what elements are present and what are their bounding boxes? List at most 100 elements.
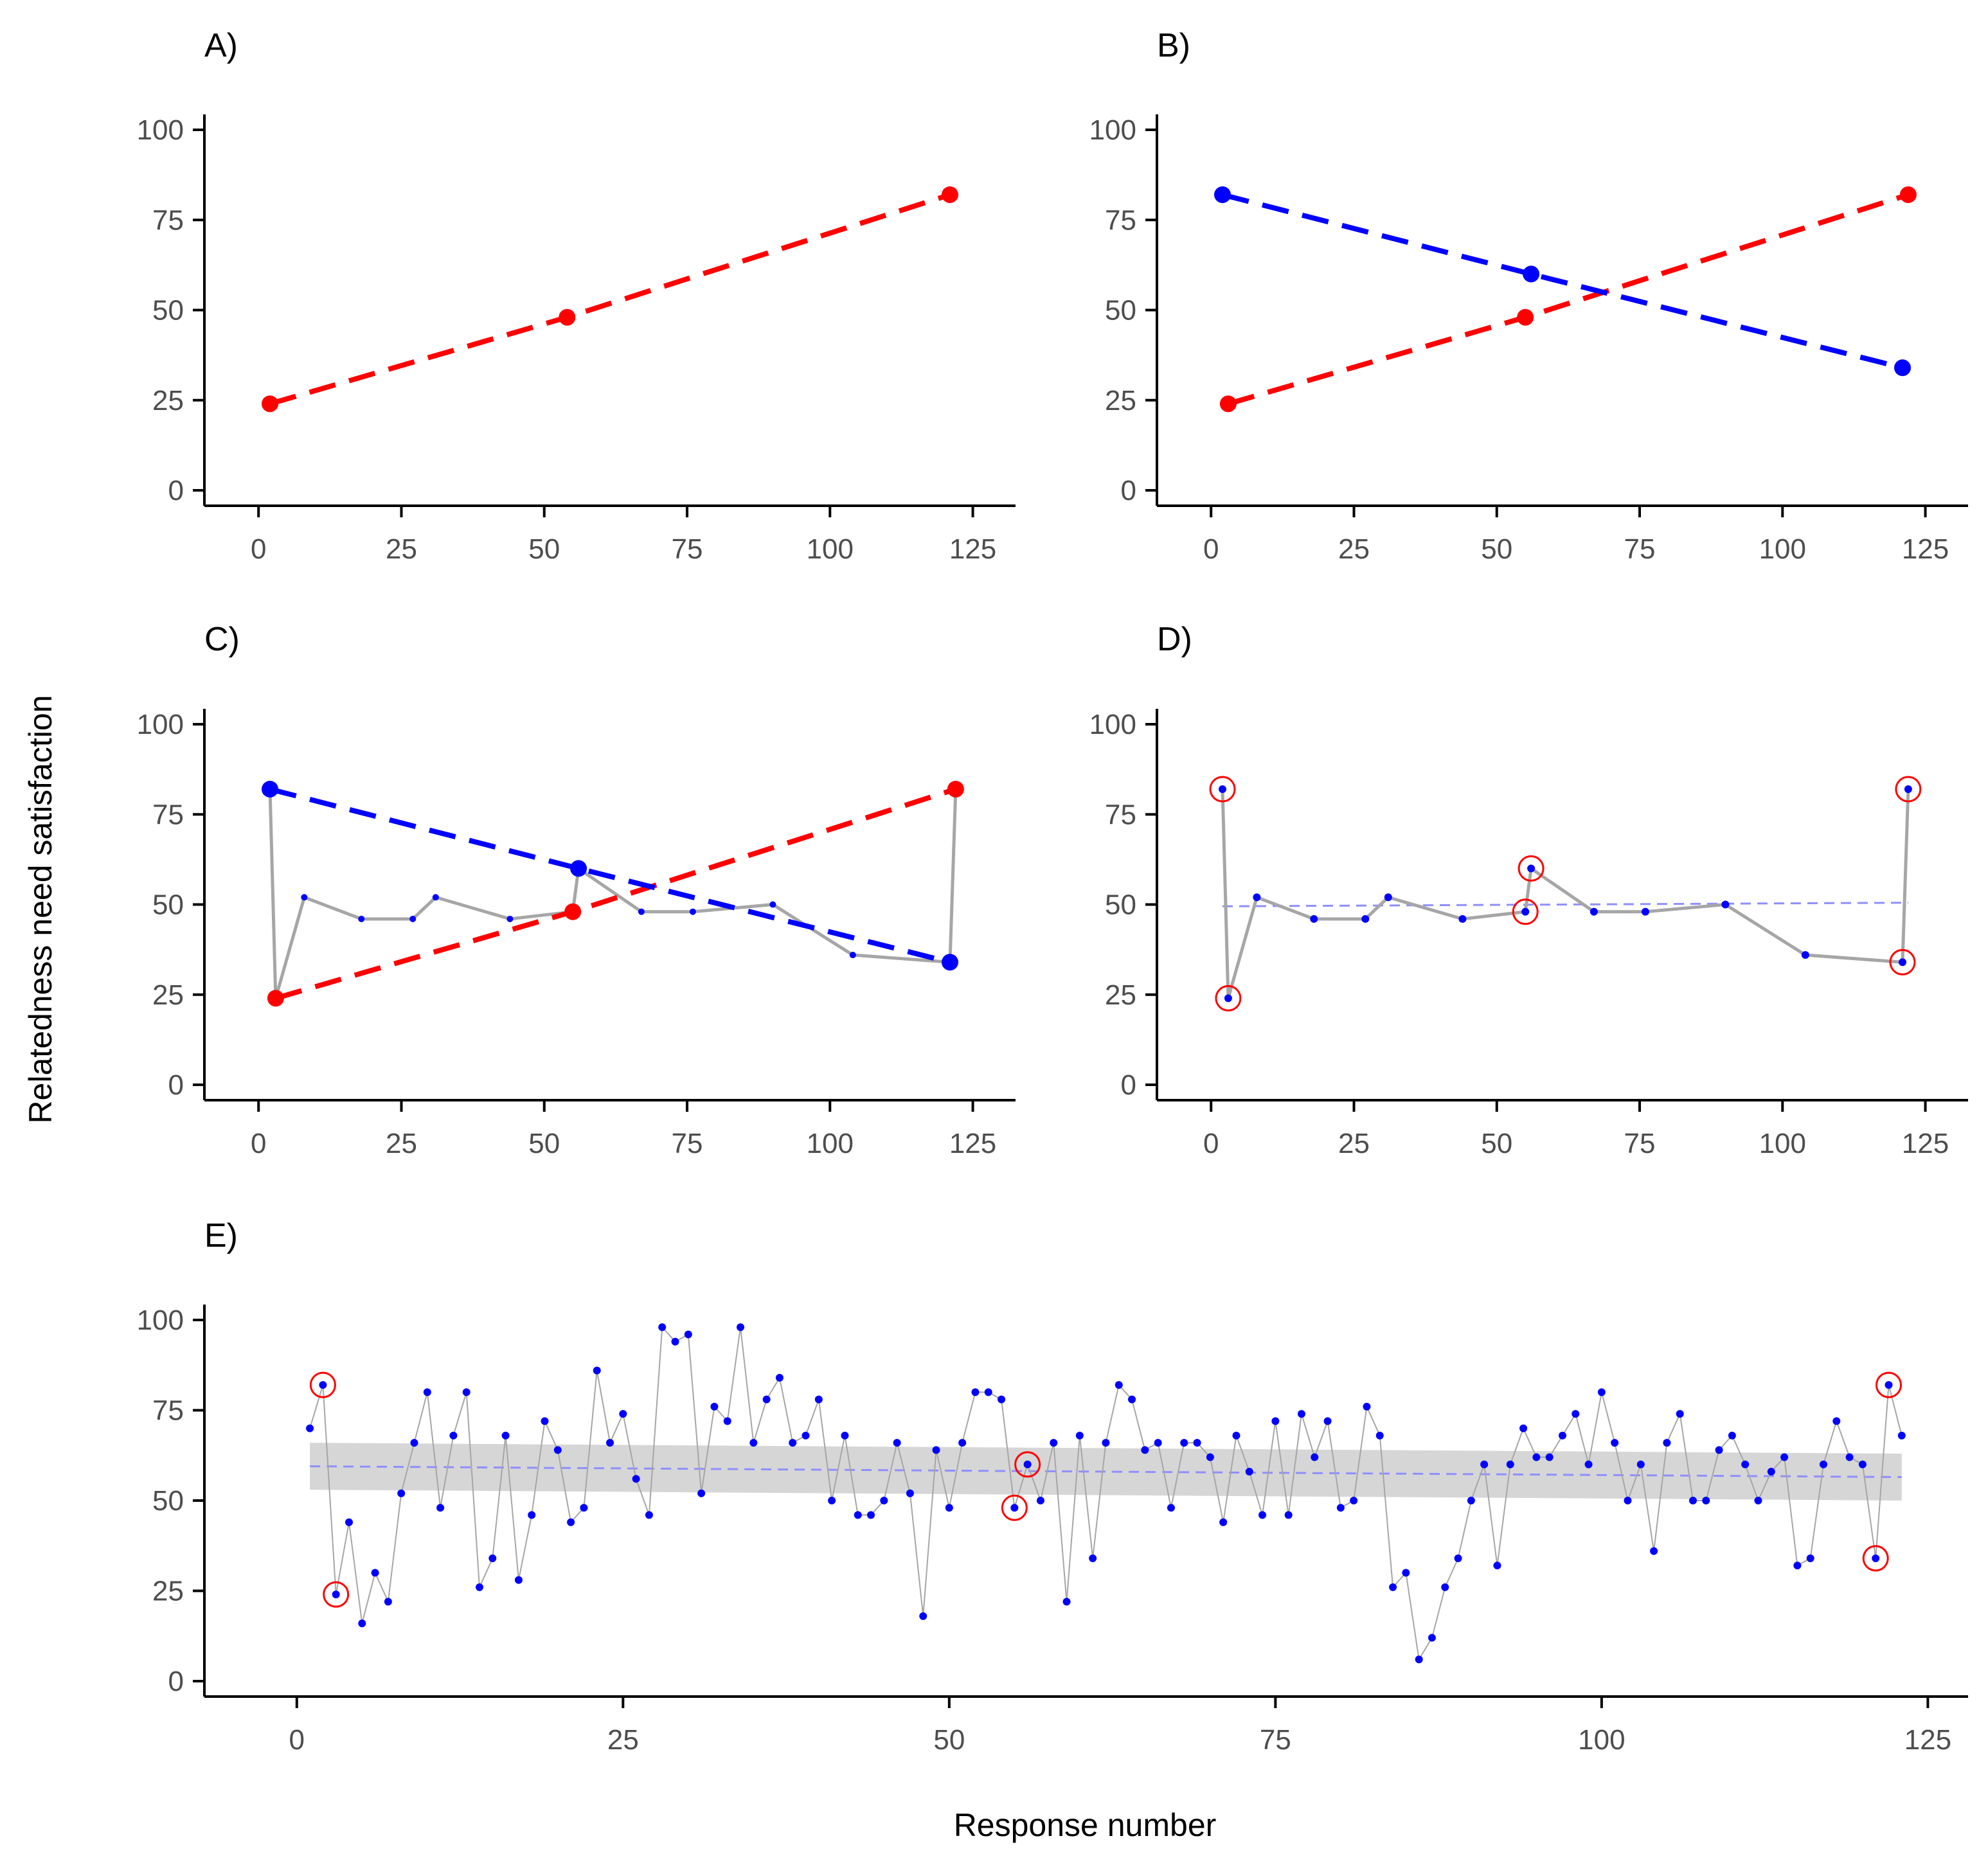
response-point [1636,1460,1645,1468]
response-point [1532,1453,1541,1461]
observed-point [849,952,856,959]
response-point [1141,1446,1149,1454]
y-tick-label: 0 [168,1069,184,1101]
response-point [1454,1554,1462,1562]
panel-label: B) [1157,27,1190,64]
response-point [1245,1468,1253,1476]
x-tick-label: 75 [1624,1128,1656,1159]
response-point [998,1395,1006,1404]
data-point-blue [1214,186,1231,203]
data-point-red [947,780,964,798]
response-point [1180,1439,1188,1447]
response-point [1206,1453,1214,1461]
observed-point [1219,785,1227,793]
x-tick-label: 125 [1902,533,1949,565]
response-point [397,1489,406,1497]
x-tick-label: 100 [807,1128,854,1159]
observed-line [268,789,958,1000]
observed-point [1721,900,1730,909]
panel-label: E) [204,1217,238,1254]
response-point [541,1417,549,1425]
response-point [1336,1504,1345,1512]
data-point-blue [1523,265,1540,283]
y-tick-label: 100 [1089,114,1136,146]
x-tick-label: 50 [528,533,560,565]
response-point [462,1388,470,1396]
x-tick-label: 0 [1203,533,1219,565]
response-point [1154,1439,1162,1447]
y-tick-label: 75 [152,1395,184,1427]
response-point [893,1439,901,1447]
y-tick-label: 100 [137,1305,184,1336]
response-point [801,1431,810,1440]
data-point-red [559,308,576,326]
y-tick-label: 75 [152,204,184,236]
y-axis-title: Relatedness need satisfaction [22,695,58,1123]
y-tick-label: 25 [1105,385,1136,416]
response-point [593,1366,601,1375]
response-point [371,1569,379,1577]
response-point [1350,1497,1358,1504]
panel-label: A) [204,27,238,64]
y-tick-label: 25 [152,1576,184,1607]
highlight-circle [1895,776,1922,803]
response-point [645,1511,653,1519]
response-point [971,1388,980,1396]
series-line-red [269,192,951,407]
data-point-blue [262,780,279,798]
response-point [1363,1402,1371,1411]
observed-point [301,894,308,901]
response-point [1167,1504,1175,1512]
data-point-red [262,395,279,413]
response-point [1832,1417,1841,1425]
response-point [1467,1497,1475,1504]
response-point [449,1431,458,1440]
response-point [1663,1439,1671,1447]
response-point [1572,1410,1580,1418]
highlight-circle [1209,776,1236,803]
response-point [1284,1511,1293,1519]
x-tick-label: 0 [1203,1128,1219,1159]
observed-point [358,915,365,922]
response-point [671,1337,679,1346]
trend-line [1222,902,1908,907]
highlight-circle [1518,855,1545,882]
response-point [553,1446,562,1454]
highlight-circle [309,1371,336,1398]
response-point [332,1591,340,1599]
series-line-blue [1222,192,1903,371]
y-tick-label: 50 [152,295,184,326]
response-point [1480,1460,1489,1468]
response-point [828,1497,836,1504]
data-point-red [1219,395,1237,413]
response-point [1115,1381,1123,1389]
observed-point [689,908,696,915]
x-tick-label: 100 [1759,1128,1806,1159]
x-tick-label: 100 [807,533,854,565]
observed-point [1361,914,1370,923]
response-point [1075,1431,1084,1440]
response-point [606,1439,614,1447]
response-point [1702,1497,1710,1504]
response-point [1297,1410,1305,1418]
observed-point [1904,785,1912,793]
y-tick-label: 50 [1105,889,1136,921]
panel-label: C) [204,621,240,658]
response-point [1885,1381,1893,1389]
response-point [619,1410,627,1418]
response-point [684,1330,692,1339]
response-point [1232,1431,1240,1440]
response-point [880,1497,888,1504]
response-point [1128,1395,1136,1404]
response-point [1858,1460,1867,1468]
response-point [1676,1410,1684,1418]
response-point [1010,1504,1019,1512]
observed-point [409,915,416,922]
observed-point [1521,907,1530,916]
response-point [1050,1439,1058,1447]
response-point [1584,1460,1593,1468]
y-tick-label: 25 [152,385,184,416]
response-point [789,1439,797,1447]
x-tick-label: 25 [1338,533,1370,565]
